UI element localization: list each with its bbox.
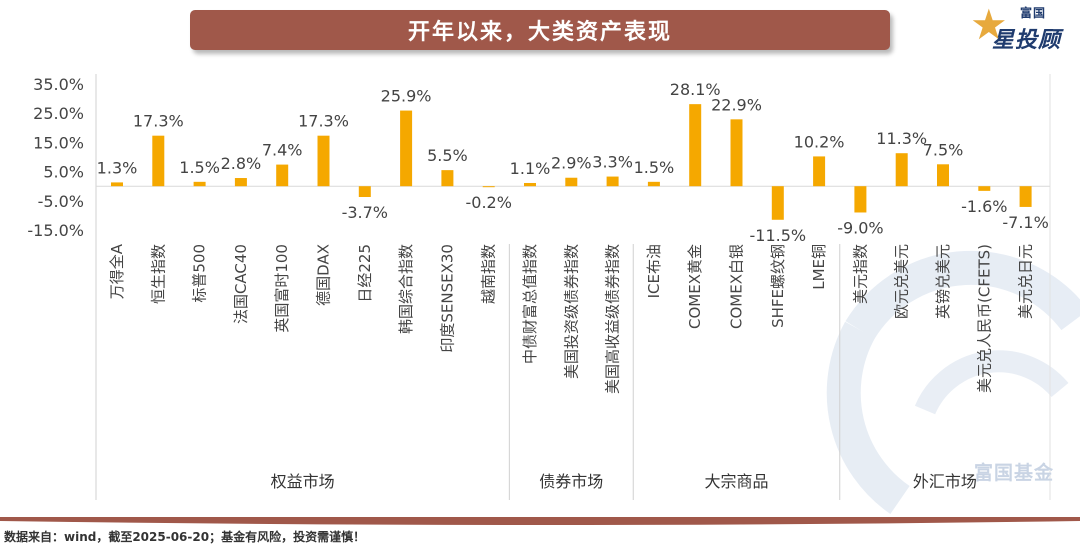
bar-value-label: 1.5% [179,158,220,177]
logo-small-text: 富国 [1020,6,1047,20]
bar [689,104,702,187]
bar-value-label: -0.2% [465,193,511,212]
x-tick-label: 法国CAC40 [232,244,250,324]
bar [647,181,660,187]
brand-logo: ★ 富国 星投顾 [968,0,1080,56]
bar-value-label: -7.1% [1002,213,1048,232]
y-tick-label: 35.0% [33,75,84,94]
bottom-band [0,517,1080,525]
bar-value-label: 1.5% [634,158,675,177]
bar-value-label: 7.4% [262,141,303,160]
bar [771,186,784,220]
bar [937,164,949,187]
bar [400,110,413,187]
group-label: 权益市场 [271,472,335,491]
x-tick-label: 韩国综合指数 [397,244,415,334]
bar [895,153,908,187]
y-tick-label: 5.0% [43,163,84,182]
bar [358,186,371,198]
x-tick-label: COMEX白银 [728,244,746,329]
bar [854,186,867,213]
bar-value-label: 25.9% [381,87,432,106]
group-label: 外汇市场 [913,472,977,491]
bar [978,186,991,191]
x-tick-label: 标普500 [191,244,209,303]
x-tick-label: 美元兑人民币(CFETS) [975,244,993,393]
bar-value-label: -11.5% [749,226,806,245]
star-icon: ★ [970,0,1008,49]
x-tick-label: 万得全A [108,243,126,299]
bar [606,176,619,187]
bar-value-label: 17.3% [133,112,184,131]
y-tick-label: -5.0% [38,192,84,211]
bar-value-label: -3.7% [342,203,388,222]
bar [317,135,330,187]
logo-main-text: 星投顾 [992,28,1062,53]
bar [482,186,495,188]
bar [193,181,206,187]
bar-value-label: 7.5% [923,140,964,159]
x-tick-label: 恒生指数 [149,244,167,304]
bar-value-label: 28.1% [670,80,721,99]
bar [813,156,826,187]
x-tick-label: COMEX黄金 [686,244,704,329]
x-tick-label: 英国富时100 [273,244,291,333]
x-tick-label: ICE布油 [645,244,663,298]
x-tick-label: 日经225 [356,244,374,303]
bar [276,164,289,187]
bar-value-label: 3.3% [592,153,633,172]
bar-value-label: 2.9% [551,154,592,173]
bar [1019,186,1032,207]
y-tick-label: 15.0% [33,133,84,152]
bar-value-label: 22.9% [711,95,762,114]
x-tick-label: 欧元兑美元 [893,244,911,319]
group-label: 大宗商品 [704,472,768,491]
group-label: 债券市场 [539,472,603,491]
x-tick-label: 美元指数 [851,244,869,304]
x-tick-label: 印度SENSEX30 [438,244,456,353]
x-tick-label: 越南指数 [480,244,498,304]
bar [234,178,247,187]
bar [152,135,165,187]
bar-value-label: 1.3% [97,158,138,177]
bar [441,170,454,187]
bar [111,182,123,187]
bar-value-label: 2.8% [221,154,262,173]
bar-value-label: 10.2% [794,132,845,151]
x-tick-label: 美国高收益级债券指数 [604,244,622,394]
bar [730,119,743,187]
bar [565,177,578,187]
y-tick-label: 25.0% [33,104,84,123]
x-tick-label: 美元兑日元 [1017,244,1035,319]
x-tick-label: LME铜 [810,244,828,290]
bar-value-label: 17.3% [298,112,349,131]
x-tick-label: 美国投资级债券指数 [562,244,580,379]
x-tick-label: SHFE螺纹钢 [769,244,787,328]
bar [524,182,536,187]
x-tick-label: 中债财富总值指数 [521,244,539,364]
bar-value-label: -1.6% [961,197,1007,216]
footer-source: 数据来自：wind，截至2025-06-20；基金有风险，投资需谨慎！ [4,530,366,544]
bar-value-label: -9.0% [837,218,883,237]
watermark-text: 富国基金 [974,462,1055,484]
y-tick-label: -15.0% [27,221,84,240]
bar-value-label: 5.5% [427,146,468,165]
bar-value-label: 1.1% [510,159,551,178]
bar-value-label: 11.3% [876,129,927,148]
page-title: 开年以来，大类资产表现 [190,10,890,50]
x-tick-label: 德国DAX [315,244,333,306]
x-tick-label: 英镑兑美元 [934,244,952,319]
